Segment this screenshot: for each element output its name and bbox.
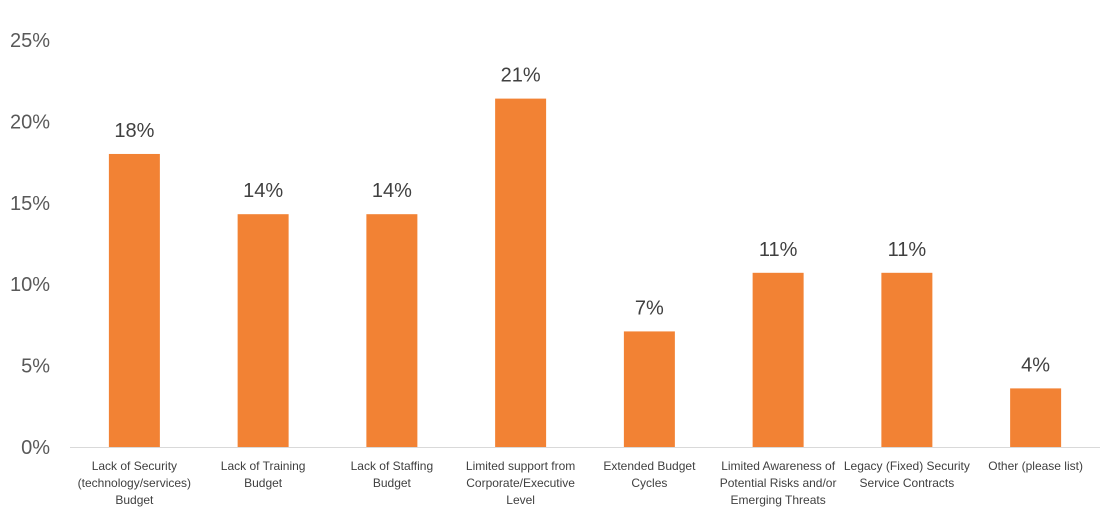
data-label: 11% bbox=[888, 239, 927, 261]
y-tick-label: 0% bbox=[21, 437, 50, 459]
y-tick-label: 20% bbox=[10, 111, 50, 133]
bar bbox=[752, 272, 804, 447]
x-tick-label: Lack of Staffing Budget bbox=[351, 459, 434, 490]
x-tick-label: Lack of Training Budget bbox=[221, 459, 306, 490]
data-label: 18% bbox=[114, 120, 154, 142]
bar bbox=[495, 98, 547, 447]
data-label: 4% bbox=[1021, 354, 1050, 376]
bar bbox=[623, 331, 675, 447]
y-tick-label: 10% bbox=[10, 274, 50, 296]
x-tick-label: Lack of Security (technology/services) Bud… bbox=[78, 459, 191, 507]
data-label: 14% bbox=[243, 180, 283, 202]
x-tick-label: Limited support from Corporate/Executive L… bbox=[466, 459, 575, 507]
bar bbox=[366, 214, 418, 447]
bar bbox=[237, 214, 289, 447]
bar bbox=[881, 272, 933, 447]
y-tick-label: 5% bbox=[21, 356, 50, 378]
data-labels: 18% 14% 14% 21% 7% 11% 11% 4% bbox=[114, 65, 1050, 377]
data-label: 11% bbox=[759, 239, 798, 261]
y-axis: 0% 5% 10% 15% 20% 25% bbox=[10, 30, 50, 459]
x-tick-label: Legacy (Fixed) Security Service Contracts bbox=[844, 459, 970, 490]
x-tick-label: Limited Awareness of Potential Risks and/… bbox=[720, 459, 837, 507]
x-tick-label: Extended Budget Cycles bbox=[603, 459, 696, 490]
bars bbox=[108, 98, 1062, 447]
y-tick-label: 25% bbox=[10, 30, 50, 52]
x-axis: Lack of Security (technology/services) Bud… bbox=[78, 459, 1083, 507]
data-label: 7% bbox=[635, 297, 664, 319]
data-label: 14% bbox=[372, 180, 412, 202]
y-tick-label: 15% bbox=[10, 193, 50, 215]
x-tick-label: Other (please list) bbox=[988, 459, 1083, 473]
bar bbox=[108, 153, 160, 447]
bar bbox=[1010, 388, 1062, 447]
data-label: 21% bbox=[501, 65, 541, 87]
